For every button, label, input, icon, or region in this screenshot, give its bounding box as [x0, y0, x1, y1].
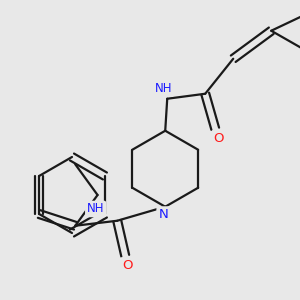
Text: NH: NH — [87, 202, 104, 215]
Text: O: O — [122, 259, 133, 272]
Text: NH: NH — [154, 82, 172, 95]
Text: O: O — [213, 132, 224, 145]
Text: N: N — [158, 208, 168, 221]
